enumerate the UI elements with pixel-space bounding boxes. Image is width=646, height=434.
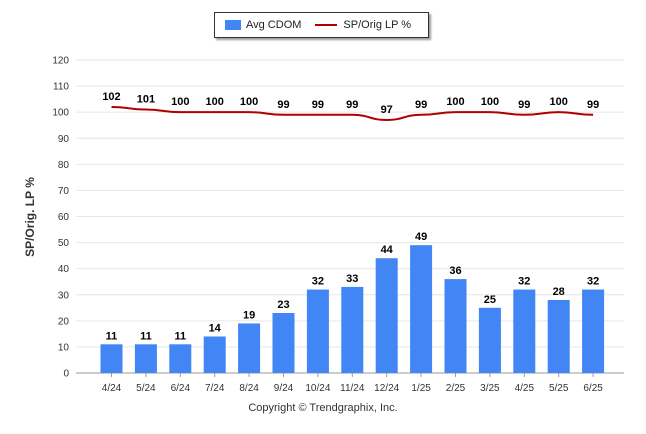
bar[interactable] [100,344,123,373]
y-tick-label: 120 [52,56,69,67]
bar[interactable] [478,307,501,373]
line-data-labels: 102 101 100 100 100 99 99 99 97 99 100 100 99 100 99 [102,91,599,116]
bar-data-label: 19 [243,309,255,321]
x-tick-label: 3/25 [480,383,500,394]
y-tick-label: 20 [58,316,70,327]
bar-data-label: 32 [518,276,530,288]
bar-data-label: 49 [415,231,427,243]
x-tick-label: 12/24 [374,383,399,394]
bar-data-label: 23 [277,299,289,311]
legend-item-bar[interactable]: Avg CDOM [225,19,301,31]
bar-data-labels: 11 11 11 14 19 23 32 33 44 49 36 25 32 28 32 [106,231,600,342]
bar[interactable] [238,323,261,373]
line-data-label: 99 [518,99,530,111]
y-tick-label: 30 [58,290,70,301]
bar-data-label: 33 [346,273,358,285]
line-data-label: 99 [415,99,427,111]
bar[interactable] [203,336,226,373]
y-tick-label: 70 [58,186,70,197]
line-data-label: 100 [171,96,189,108]
line-data-label: 100 [206,96,224,108]
bar-data-label: 11 [106,330,118,342]
legend-label-line: SP/Orig LP % [343,19,412,31]
y-tick-label: 100 [52,108,69,119]
legend-label-bar: Avg CDOM [246,19,302,31]
line-data-label: 99 [312,99,324,111]
bar-data-label: 25 [484,294,496,306]
y-tick-label: 110 [53,82,69,93]
x-tick-label: 10/24 [305,383,330,394]
bar[interactable] [306,289,329,373]
line-data-label: 99 [277,99,289,111]
y-tick-label: 10 [58,342,70,353]
y-tick-label: 60 [58,212,70,223]
legend: Avg CDOM SP/Orig LP % [214,12,429,38]
bar-series [100,245,605,373]
y-tick-label: 80 [58,160,70,171]
x-tick-label: 9/24 [274,383,294,394]
line-data-label: 100 [446,96,464,108]
line-data-label: 99 [587,99,599,111]
bar[interactable] [169,344,192,373]
y-tick-label: 50 [58,238,70,249]
legend-line-swatch [315,24,338,26]
bar[interactable] [341,286,364,373]
bar[interactable] [134,344,157,373]
x-tick-label: 5/25 [549,383,569,394]
bar-data-label: 28 [553,286,565,298]
legend-item-line[interactable]: SP/Orig LP % [315,19,411,31]
bar-data-label: 32 [312,276,324,288]
line-data-label: 99 [346,99,358,111]
bar[interactable] [272,313,295,373]
bar[interactable] [582,289,605,373]
bar-data-label: 11 [140,330,152,342]
y-tick-label: 0 [63,369,69,380]
line-path[interactable] [111,105,594,121]
bar[interactable] [375,258,398,373]
bar[interactable] [513,289,536,373]
x-tick-label: 2/25 [446,383,466,394]
bar-data-label: 44 [381,244,394,256]
line-data-label: 101 [137,94,155,106]
x-tick-label: 5/24 [136,383,156,394]
line-data-label: 100 [481,96,499,108]
x-tick-label: 4/25 [515,383,535,394]
bar-data-label: 14 [209,322,222,334]
x-tick-label: 11/24 [340,383,365,394]
bar[interactable] [547,299,570,373]
line-data-label: 102 [102,91,120,103]
x-tick-label: 1/25 [411,383,431,394]
y-axis-label: SP/Orig. LP % [23,177,37,257]
bar-data-label: 36 [449,265,461,277]
bar-data-label: 11 [174,330,186,342]
line-series [111,105,594,121]
y-axis-ticks: 0 10 20 30 40 50 60 70 80 90 100 110 120 [52,56,69,380]
legend-bar-swatch [225,20,241,30]
x-tick-label: 4/24 [102,383,122,394]
bar[interactable] [444,279,467,373]
line-data-label: 100 [550,96,568,108]
copyright-text: Copyright © Trendgraphix, Inc. [248,402,398,414]
x-tick-label: 8/24 [239,383,259,394]
x-axis-ticks: 4/24 5/24 6/24 7/24 8/24 9/24 10/24 11/24 12/24 1… [102,373,603,394]
y-tick-label: 40 [58,264,70,275]
line-data-label: 100 [240,96,258,108]
x-tick-label: 6/25 [583,383,603,394]
line-data-label: 97 [381,104,393,116]
bar-data-label: 32 [587,276,599,288]
bar[interactable] [410,245,433,373]
y-tick-label: 90 [58,134,70,145]
x-tick-label: 6/24 [171,383,191,394]
x-tick-label: 7/24 [205,383,225,394]
